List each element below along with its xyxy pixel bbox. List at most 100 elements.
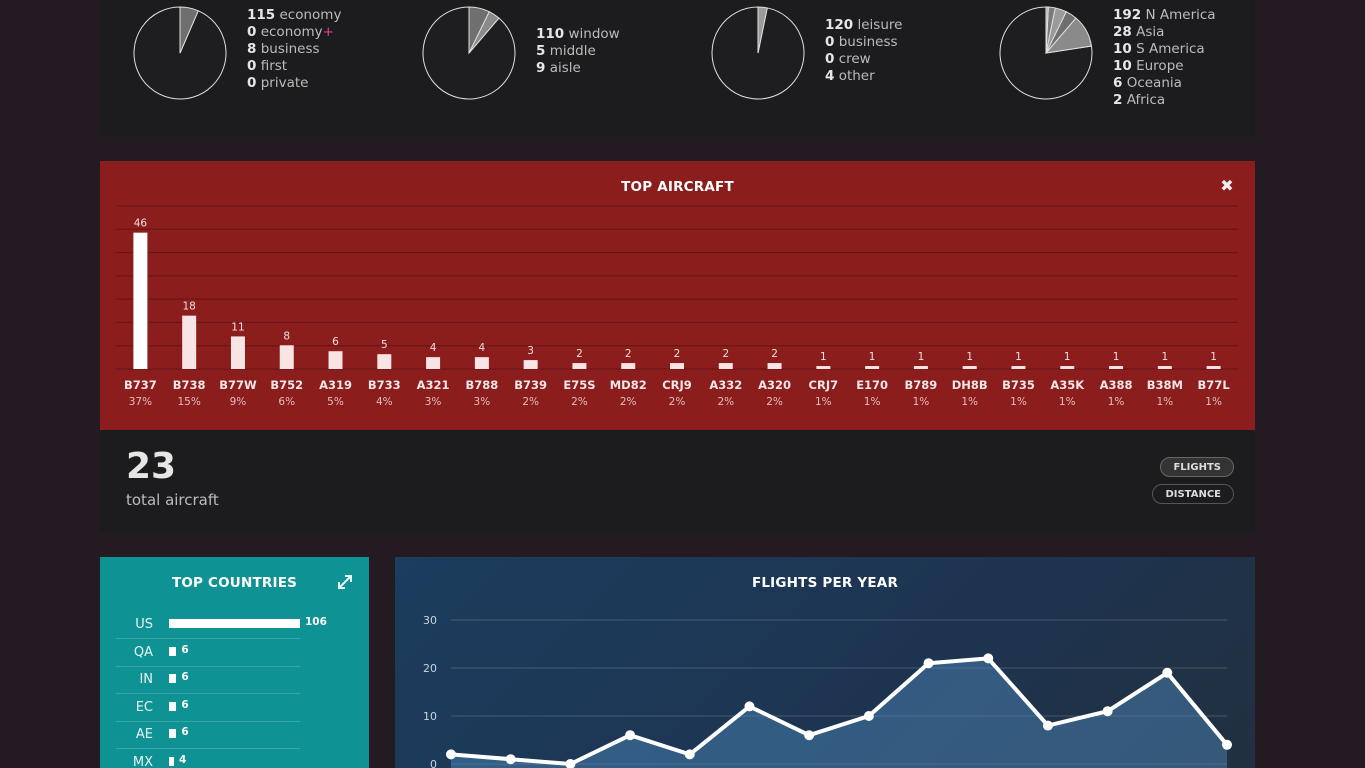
legend-label: economy [260,24,323,40]
bar-B733[interactable] [377,354,392,369]
pie-chart [711,6,805,100]
data-point[interactable] [983,653,994,664]
bar-CRJ7[interactable] [816,366,831,369]
pie-legend-item: 0 crew [825,51,902,68]
bar-B738[interactable] [182,315,197,369]
country-row[interactable]: IN 6 [116,666,300,694]
bar-A321[interactable] [426,357,441,369]
data-point[interactable] [505,754,516,765]
bar-B789[interactable] [913,366,928,369]
bar-B38M[interactable] [1157,366,1172,369]
y-tick-label: 0 [430,758,437,768]
bar-MD82[interactable] [621,363,636,369]
category-label: B733 [368,378,401,392]
bar-DH8B[interactable] [962,366,977,369]
category-label: A35K [1050,378,1085,392]
pie-slice [1045,6,1049,54]
category-label: B738 [173,378,206,392]
data-point[interactable] [1222,739,1232,750]
data-point[interactable] [1162,667,1173,678]
percent-label: 1% [1156,396,1173,408]
bar-A332[interactable] [718,363,733,369]
country-row[interactable]: EC 6 [116,694,300,722]
pie-legend: 120 leisure 0 business 0 crew 4 other [825,17,902,85]
bar-value-label: 2 [576,348,583,360]
data-point[interactable] [625,730,636,741]
bar-E170[interactable] [865,366,880,369]
distance-toggle-button[interactable]: DISTANCE [1152,484,1234,504]
legend-label: Europe [1136,58,1184,74]
legend-value: 2 [1113,92,1123,108]
country-row[interactable]: MX 4 [116,749,300,768]
bar-B77W[interactable] [230,336,245,369]
pie-legend-item: 8 business [247,41,341,58]
country-bar [169,674,177,683]
legend-label: window [568,26,620,42]
data-point[interactable] [923,658,934,669]
top-aircraft-chart: 46B73737%18B73815%11B77W9%8B7526%6A3195%… [116,205,1238,408]
country-bar [169,756,174,766]
flights-toggle-button[interactable]: FLIGHTS [1160,457,1234,477]
bar-B752[interactable] [279,345,294,369]
country-value: 6 [181,698,189,711]
country-bar [169,701,177,711]
data-point[interactable] [1102,706,1113,717]
country-row[interactable]: AE 6 [116,721,300,749]
bar-A320[interactable] [767,363,782,369]
pie-legend-item: 115 economy [247,7,341,24]
bar-B737[interactable] [133,232,148,369]
bar-A388[interactable] [1109,366,1124,369]
bar-A35K[interactable] [1060,366,1075,369]
bar-value-label: 8 [283,330,290,342]
data-point[interactable] [744,701,755,712]
country-code: US [135,617,153,632]
bar-value-label: 18 [182,301,195,313]
legend-value: 110 [536,26,565,42]
data-point[interactable] [1042,720,1053,731]
bar-value-label: 2 [722,348,729,360]
bar-B77L[interactable] [1206,366,1221,369]
data-point[interactable] [804,730,815,741]
percent-label: 2% [766,396,783,408]
bar-B735[interactable] [1011,366,1026,369]
legend-value: 192 [1113,7,1142,23]
percent-label: 1% [961,396,978,408]
expand-icon[interactable] [337,574,353,590]
pie-legend-item: 5 middle [536,43,620,60]
country-row[interactable]: QA 6 [116,639,300,667]
legend-label: leisure [857,17,903,33]
top-countries-title: TOP COUNTRIES [171,575,298,591]
pies-card: 115 economy 0 economy+ 8 business 0 first 0 … [100,0,1255,137]
percent-label: 4% [376,396,393,408]
country-code: EC [135,699,153,715]
bar-value-label: 1 [918,351,925,363]
bar-A319[interactable] [328,351,343,369]
pie-legend: 192 N America 28 Asia 10 S America 10 Europ… [1113,7,1216,109]
legend-label: business [260,41,320,57]
legend-label: Asia [1136,24,1165,40]
bar-value-label: 11 [231,321,244,333]
pie-legend: 110 window 5 middle 9 aisle [536,26,620,77]
bar-value-label: 3 [527,345,534,357]
legend-label: economy [279,7,342,23]
data-point[interactable] [684,749,695,760]
data-point[interactable] [863,711,874,721]
bar-E75S[interactable] [572,363,587,369]
data-point[interactable] [446,749,456,760]
pie-legend: 115 economy 0 economy+ 8 business 0 first 0 … [247,7,341,92]
top-aircraft-card: TOP AIRCRAFT ✖ 46 B737 37% 18 B738 15% 11 B77W 9… [100,161,1255,430]
bar-B739[interactable] [523,360,538,369]
close-icon[interactable]: ✖ [1220,176,1234,195]
bar-CRJ9[interactable] [670,363,684,369]
percent-label: 2% [620,396,637,408]
country-code: IN [139,672,153,687]
country-code: QA [133,644,153,660]
legend-label: crew [838,51,871,67]
legend-label: Oceania [1126,75,1182,91]
percent-label: 5% [327,396,344,408]
data-point[interactable] [565,759,576,768]
bar-B788[interactable] [474,357,489,369]
category-label: A388 [1100,378,1133,392]
country-row[interactable]: US 106 [116,611,327,639]
pie-slice [468,6,490,54]
